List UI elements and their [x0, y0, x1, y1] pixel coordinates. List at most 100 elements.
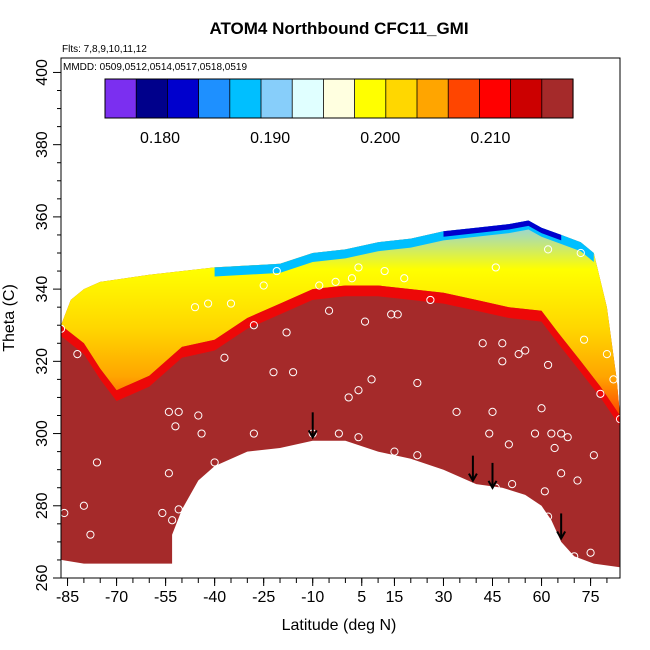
- observation-point: [521, 346, 530, 355]
- observation-point: [573, 476, 582, 485]
- x-tick-label: -70: [105, 589, 128, 606]
- observation-point: [488, 407, 497, 416]
- observation-point: [86, 530, 95, 539]
- observation-point: [413, 378, 422, 388]
- heatmap-field: [61, 220, 620, 568]
- observation-point: [498, 357, 507, 366]
- y-tick-label: 280: [34, 492, 51, 519]
- observation-point: [344, 393, 353, 402]
- y-axis-label: Theta (C): [1, 284, 18, 352]
- observation-point: [171, 422, 180, 431]
- observation-point: [563, 433, 572, 442]
- observation-point: [596, 389, 605, 398]
- observation-point: [282, 328, 291, 337]
- colorbar-frame: [104, 78, 574, 119]
- observation-point: [272, 266, 281, 276]
- observation-point: [249, 321, 258, 330]
- observation-point: [249, 429, 258, 438]
- colorbar-swatch: [448, 79, 480, 118]
- observation-point: [508, 480, 517, 489]
- colorbar-swatch: [541, 79, 574, 118]
- observation-point: [586, 548, 595, 557]
- observation-point: [269, 368, 278, 377]
- observation-point: [530, 429, 540, 438]
- observation-point: [210, 458, 219, 467]
- observation-point: [393, 310, 402, 319]
- profile-arrow: [307, 412, 318, 440]
- colorbar-swatch: [292, 79, 324, 118]
- y-tick-label: 340: [34, 276, 51, 303]
- colorbar: 0.180 0.190 0.200 0.210: [104, 78, 574, 147]
- colorbar-swatch: [479, 79, 512, 118]
- observation-point: [413, 451, 422, 460]
- x-tick-label: -25: [252, 589, 275, 606]
- x-tick-label: -10: [301, 589, 324, 606]
- y-tick-label: 360: [34, 203, 51, 230]
- colorbar-swatch: [167, 79, 200, 118]
- colorbar-swatch: [417, 79, 449, 118]
- observation-point: [168, 516, 177, 525]
- colorbar-swatch: [229, 79, 262, 118]
- colorbar-tick-label: 0.190: [250, 130, 290, 147]
- observation-point: [400, 274, 409, 283]
- observation-point: [550, 443, 559, 453]
- field-cool-band: [214, 220, 594, 277]
- profile-arrow: [487, 462, 498, 490]
- observation-point: [426, 295, 435, 305]
- field-gradient-band: [61, 220, 620, 416]
- observation-point: [380, 266, 389, 276]
- x-axis-label: Latitude (deg N): [282, 617, 397, 634]
- field-deep-band: [443, 220, 562, 241]
- observation-point: [491, 263, 500, 272]
- observation-point: [543, 360, 553, 370]
- observation-point: [61, 508, 69, 518]
- dates-label: MMDD: 0509,0512,0514,0517,0518,0519: [63, 62, 247, 73]
- observation-point: [354, 263, 363, 272]
- observation-point: [557, 429, 566, 438]
- observation-point: [478, 339, 487, 348]
- observation-point: [543, 245, 553, 254]
- observation-point: [609, 375, 618, 384]
- observation-point: [557, 469, 566, 478]
- observation-point: [331, 277, 340, 286]
- colorbar-tick-label: 0.180: [140, 130, 180, 147]
- observation-point: [537, 404, 546, 413]
- observation-point: [540, 487, 549, 496]
- profile-arrows: [307, 412, 567, 541]
- observation-point: [579, 335, 589, 344]
- observation-point: [164, 407, 173, 416]
- x-tick-label: 15: [386, 589, 404, 606]
- observation-point: [452, 407, 461, 416]
- observation-point: [570, 552, 579, 561]
- x-tick-label: 30: [435, 589, 453, 606]
- colorbar-tick-label: 0.210: [470, 130, 510, 147]
- profile-arrow: [556, 513, 567, 541]
- colorbar-swatch: [198, 79, 231, 118]
- observation-point: [204, 299, 213, 308]
- observation-point: [194, 411, 203, 420]
- observation-point: [324, 306, 334, 315]
- flights-label: Flts: 7,8,9,10,11,12: [62, 44, 147, 55]
- x-tick-label: 75: [582, 589, 600, 606]
- colorbar-swatch: [136, 79, 168, 118]
- observation-point: [589, 451, 598, 460]
- x-tick-label: -55: [154, 589, 177, 606]
- y-tick-label: 320: [34, 348, 51, 375]
- observation-point: [174, 505, 183, 514]
- colorbar-swatch: [105, 79, 137, 118]
- observation-point: [387, 310, 396, 319]
- x-tick-label: 60: [533, 589, 551, 606]
- x-tick-label: 45: [484, 589, 502, 606]
- x-tick-label: 5: [357, 589, 366, 606]
- x-tick-label: -40: [203, 589, 226, 606]
- plot-frame: [60, 57, 621, 579]
- observation-point: [174, 407, 183, 416]
- observation-point: [226, 299, 236, 308]
- y-tick-label: 260: [34, 565, 51, 592]
- observation-point: [190, 303, 200, 312]
- observation-point: [354, 433, 363, 442]
- observation-point: [360, 317, 370, 326]
- observation-point: [197, 429, 206, 438]
- colorbar-tick-label: 0.200: [360, 130, 400, 147]
